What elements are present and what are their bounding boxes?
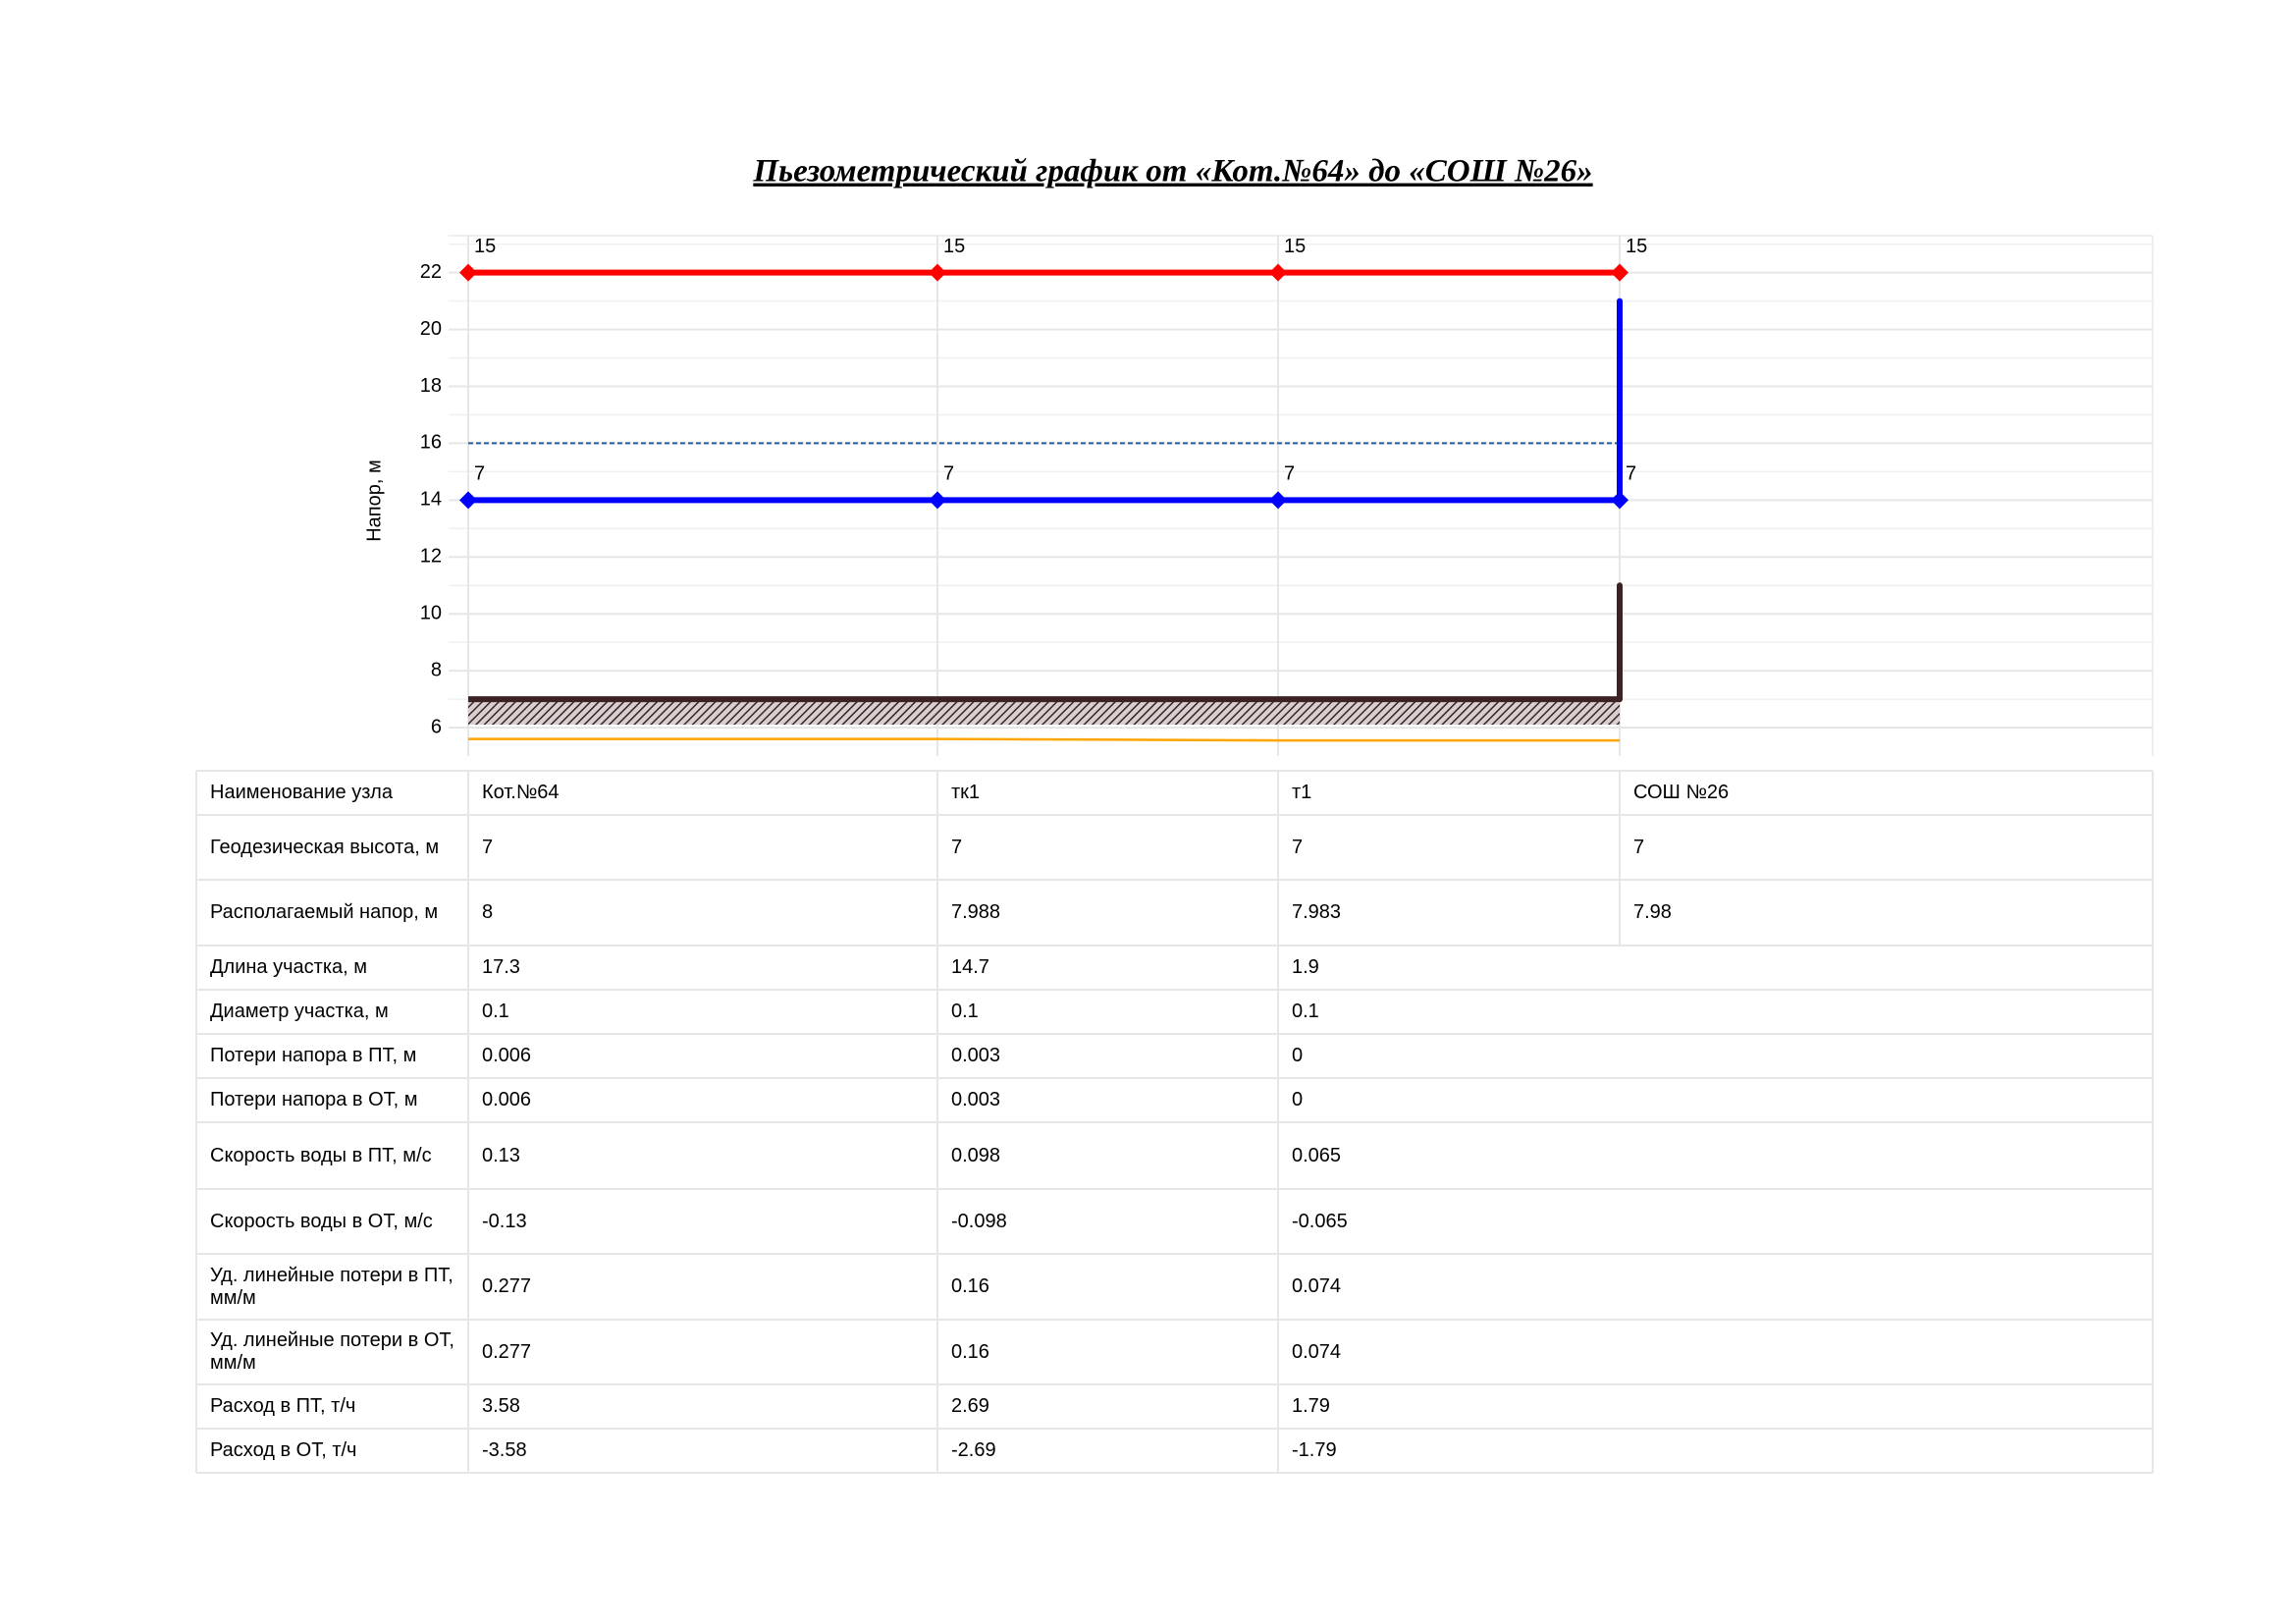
point-marker bbox=[929, 263, 946, 282]
y-tick-label: 18 bbox=[420, 375, 442, 397]
point-label: 15 bbox=[1626, 236, 1647, 257]
table-cell: 0 bbox=[1292, 1089, 1304, 1110]
row-label: Уд. линейные потери в ПТ, мм/м bbox=[210, 1264, 454, 1309]
y-tick-label: 14 bbox=[420, 489, 442, 511]
table-cell: 0.098 bbox=[951, 1144, 1001, 1166]
y-tick-label: 20 bbox=[420, 318, 442, 340]
y-axis-label: Напор, м bbox=[363, 460, 385, 542]
table-cell: -0.13 bbox=[482, 1210, 527, 1232]
table-cell: 17.3 bbox=[482, 956, 520, 978]
point-label: 15 bbox=[943, 236, 965, 257]
table-cell: 7 bbox=[482, 836, 494, 858]
point-label: 7 bbox=[1284, 463, 1295, 485]
table-cell: 7 bbox=[1633, 836, 1645, 858]
table-cell: 7.988 bbox=[951, 901, 1001, 923]
table-cell: 0.277 bbox=[482, 1340, 532, 1363]
row-label: Скорость воды в ОТ, м/с bbox=[210, 1210, 433, 1232]
ground-hatch bbox=[468, 699, 1620, 726]
point-label: 7 bbox=[1626, 463, 1636, 485]
point-label: 15 bbox=[1284, 236, 1306, 257]
node-name: т1 bbox=[1292, 782, 1312, 803]
table-cell: -3.58 bbox=[482, 1439, 527, 1461]
node-name: СОШ №26 bbox=[1633, 782, 1730, 803]
point-marker bbox=[459, 263, 477, 282]
row-label: Скорость воды в ПТ, м/с bbox=[210, 1144, 432, 1166]
row-label: Наименование узла bbox=[210, 782, 393, 803]
y-tick-label: 16 bbox=[420, 432, 442, 454]
table-cell: 0.13 bbox=[482, 1144, 520, 1166]
point-label: 15 bbox=[474, 236, 496, 257]
y-tick-label: 6 bbox=[431, 716, 442, 737]
y-tick-label: 12 bbox=[420, 546, 442, 568]
table-cell: 7.98 bbox=[1633, 901, 1672, 923]
table-cell: 0.006 bbox=[482, 1089, 532, 1110]
point-label: 7 bbox=[943, 463, 954, 485]
table-cell: 2.69 bbox=[951, 1395, 989, 1417]
table-cell: 1.79 bbox=[1292, 1395, 1330, 1417]
node-name: тк1 bbox=[951, 782, 981, 803]
node-name: Кот.№64 bbox=[482, 782, 560, 803]
table-cell: 0.1 bbox=[482, 1001, 509, 1022]
point-marker bbox=[929, 491, 946, 510]
point-marker bbox=[459, 491, 477, 510]
table-cell: 7 bbox=[951, 836, 963, 858]
point-marker bbox=[1269, 263, 1287, 282]
table-cell: 1.9 bbox=[1292, 956, 1319, 978]
row-label: Диаметр участка, м bbox=[210, 1001, 389, 1022]
table-cell: 0.074 bbox=[1292, 1340, 1342, 1363]
y-tick-label: 10 bbox=[420, 602, 442, 623]
row-label: Расход в ОТ, т/ч bbox=[210, 1439, 357, 1461]
table-cell: 7.983 bbox=[1292, 901, 1342, 923]
table-cell: 3.58 bbox=[482, 1395, 520, 1417]
point-label: 7 bbox=[474, 463, 485, 485]
table-cell: 0.003 bbox=[951, 1089, 1001, 1110]
row-label: Потери напора в ПТ, м bbox=[210, 1045, 417, 1066]
table-cell: 0 bbox=[1292, 1045, 1304, 1066]
table-cell: -0.098 bbox=[951, 1210, 1007, 1232]
row-label: Геодезическая высота, м bbox=[210, 836, 440, 858]
table-cell: 0.1 bbox=[1292, 1001, 1319, 1022]
table-cell: 0.074 bbox=[1292, 1275, 1342, 1297]
series-line bbox=[468, 737, 1620, 742]
point-marker bbox=[1611, 263, 1629, 282]
table-cell: 0.16 bbox=[951, 1275, 989, 1297]
chart-title: Пьезометрический график от «Кот.№64» до … bbox=[752, 154, 1592, 189]
table-cell: 8 bbox=[482, 901, 494, 923]
table-cell: -0.065 bbox=[1292, 1210, 1348, 1232]
table-cell: 7 bbox=[1292, 836, 1304, 858]
table-cell: -1.79 bbox=[1292, 1439, 1337, 1461]
y-tick-label: 8 bbox=[431, 659, 442, 680]
point-marker bbox=[1269, 491, 1287, 510]
row-label: Потери напора в ОТ, м bbox=[210, 1089, 418, 1110]
row-label: Располагаемый напор, м bbox=[210, 901, 439, 923]
table-cell: 0.1 bbox=[951, 1001, 979, 1022]
table-cell: 0.006 bbox=[482, 1045, 532, 1066]
table-cell: 0.003 bbox=[951, 1045, 1001, 1066]
row-label: Расход в ПТ, т/ч bbox=[210, 1395, 356, 1417]
row-label: Уд. линейные потери в ОТ, мм/м bbox=[210, 1329, 454, 1374]
row-label: Длина участка, м bbox=[210, 956, 367, 978]
y-tick-label: 22 bbox=[420, 261, 442, 283]
table-cell: 0.065 bbox=[1292, 1144, 1342, 1166]
table-cell: 0.277 bbox=[482, 1275, 532, 1297]
table-cell: 0.16 bbox=[951, 1340, 989, 1363]
table-cell: 14.7 bbox=[951, 956, 989, 978]
table-cell: -2.69 bbox=[951, 1439, 996, 1461]
